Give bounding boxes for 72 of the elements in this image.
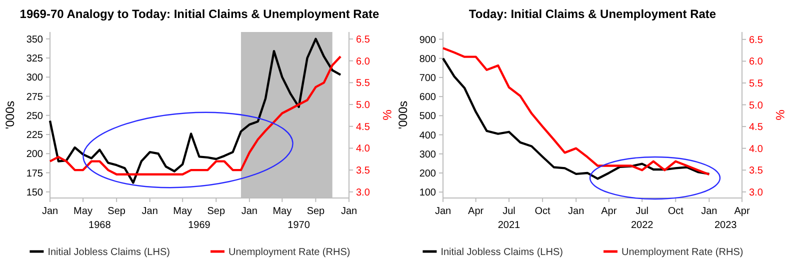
y2-tick-label: 5.5 [356,78,370,90]
chart-title: Today: Initial Claims & Unemployment Rate [468,7,716,21]
x-tick-label: Jan [568,206,584,217]
y-tick-label: 100 [419,188,436,199]
y2-tick-label: 4.0 [356,144,370,155]
legend-label: Unemployment Rate (RHS) [228,247,350,258]
y-tick-label: 400 [419,130,436,142]
y2-tick-label: 6.5 [356,34,370,46]
x-tick-label: Sep [207,206,226,217]
y2-axis-title: % [380,110,394,121]
y-tick-label: 900 [419,34,436,46]
y-tick-label: 325 [26,54,44,65]
x-tick-label: Jul [636,206,648,217]
y2-tick-label: 5.5 [749,78,764,90]
x2-tick-label: 1968 [88,220,112,231]
x-tick-label: Jan [340,206,358,217]
x2-tick-label: 2022 [630,220,654,231]
y-tick-label: 150 [26,187,44,198]
y2-tick-label: 3.5 [356,166,370,177]
y-tick-label: 500 [419,111,436,122]
x-tick-label: Jan [42,206,58,217]
y2-tick-label: 4.5 [749,122,764,134]
y2-tick-label: 4.5 [356,122,370,133]
x-tick-label: Jan [434,206,452,217]
y-tick-label: 175 [26,168,44,180]
chart-title: 1969-70 Analogy to Today: Initial Claims & Unemployment Rate [20,7,380,21]
x2-tick-label: 1970 [288,220,310,231]
x-tick-label: May [272,206,292,217]
y2-axis-title: % [773,110,786,121]
y2-tick-label: 6.0 [356,56,370,68]
y-axis-title: '000s [396,100,410,130]
y-tick-label: 700 [419,72,436,84]
y2-tick-label: 5.0 [749,100,764,112]
line-series [48,38,342,184]
y-tick-label: 200 [26,149,44,160]
y2-tick-label: 4.0 [749,144,764,155]
x2-tick-label: 2023 [714,220,738,231]
x-tick-label: Apr [734,206,750,217]
y-tick-label: 250 [26,110,44,122]
y-tick-label: 800 [419,54,436,65]
y-tick-label: 300 [419,149,436,160]
y2-tick-label: 3.0 [749,187,764,198]
x-tick-label: Apr [468,206,484,217]
y2-tick-label: 6.5 [749,34,764,46]
x-tick-label: Apr [601,206,618,217]
x-tick-label: Sep [306,206,326,217]
x-tick-label: Jan [701,206,718,217]
y-tick-label: 225 [26,130,44,142]
y2-tick-label: 3.5 [749,166,764,177]
x-tick-label: Sep [108,206,126,217]
x-tick-label: May [74,206,92,217]
x-tick-label: May [173,206,192,217]
x2-tick-label: 2021 [498,220,521,231]
x-tick-label: Jan [142,206,158,217]
y-tick-label: 200 [419,168,436,180]
x-tick-label: Jan [241,206,258,217]
x-tick-label: Jul [502,206,516,217]
legend-label: Unemployment Rate (RHS) [622,247,744,258]
y-tick-label: 300 [26,72,44,84]
y2-tick-label: 3.0 [356,187,370,198]
line-series [48,55,342,176]
x2-tick-label: 1969 [188,220,211,231]
x-tick-label: Oct [668,206,684,217]
legend-label: Initial Jobless Claims (LHS) [48,247,170,258]
x-tick-label: Oct [534,206,551,217]
y-axis-title: '000s [3,100,17,130]
y-tick-label: 350 [26,34,44,46]
y2-tick-label: 5.0 [356,100,370,112]
legend-label: Initial Jobless Claims (LHS) [440,247,563,258]
y-tick-label: 600 [419,92,436,104]
y-tick-label: 275 [26,92,44,103]
y2-tick-label: 6.0 [749,56,764,68]
